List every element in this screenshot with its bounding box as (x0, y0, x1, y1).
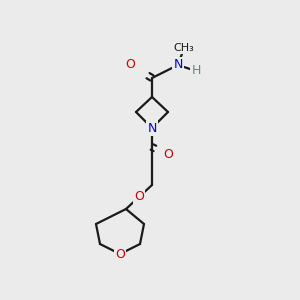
Text: O: O (125, 58, 135, 71)
Text: O: O (163, 148, 173, 161)
Text: N: N (173, 58, 183, 71)
Text: O: O (115, 248, 125, 260)
Text: H: H (191, 64, 201, 77)
Text: CH₃: CH₃ (174, 43, 194, 53)
Text: O: O (134, 190, 144, 203)
Text: N: N (147, 122, 157, 134)
